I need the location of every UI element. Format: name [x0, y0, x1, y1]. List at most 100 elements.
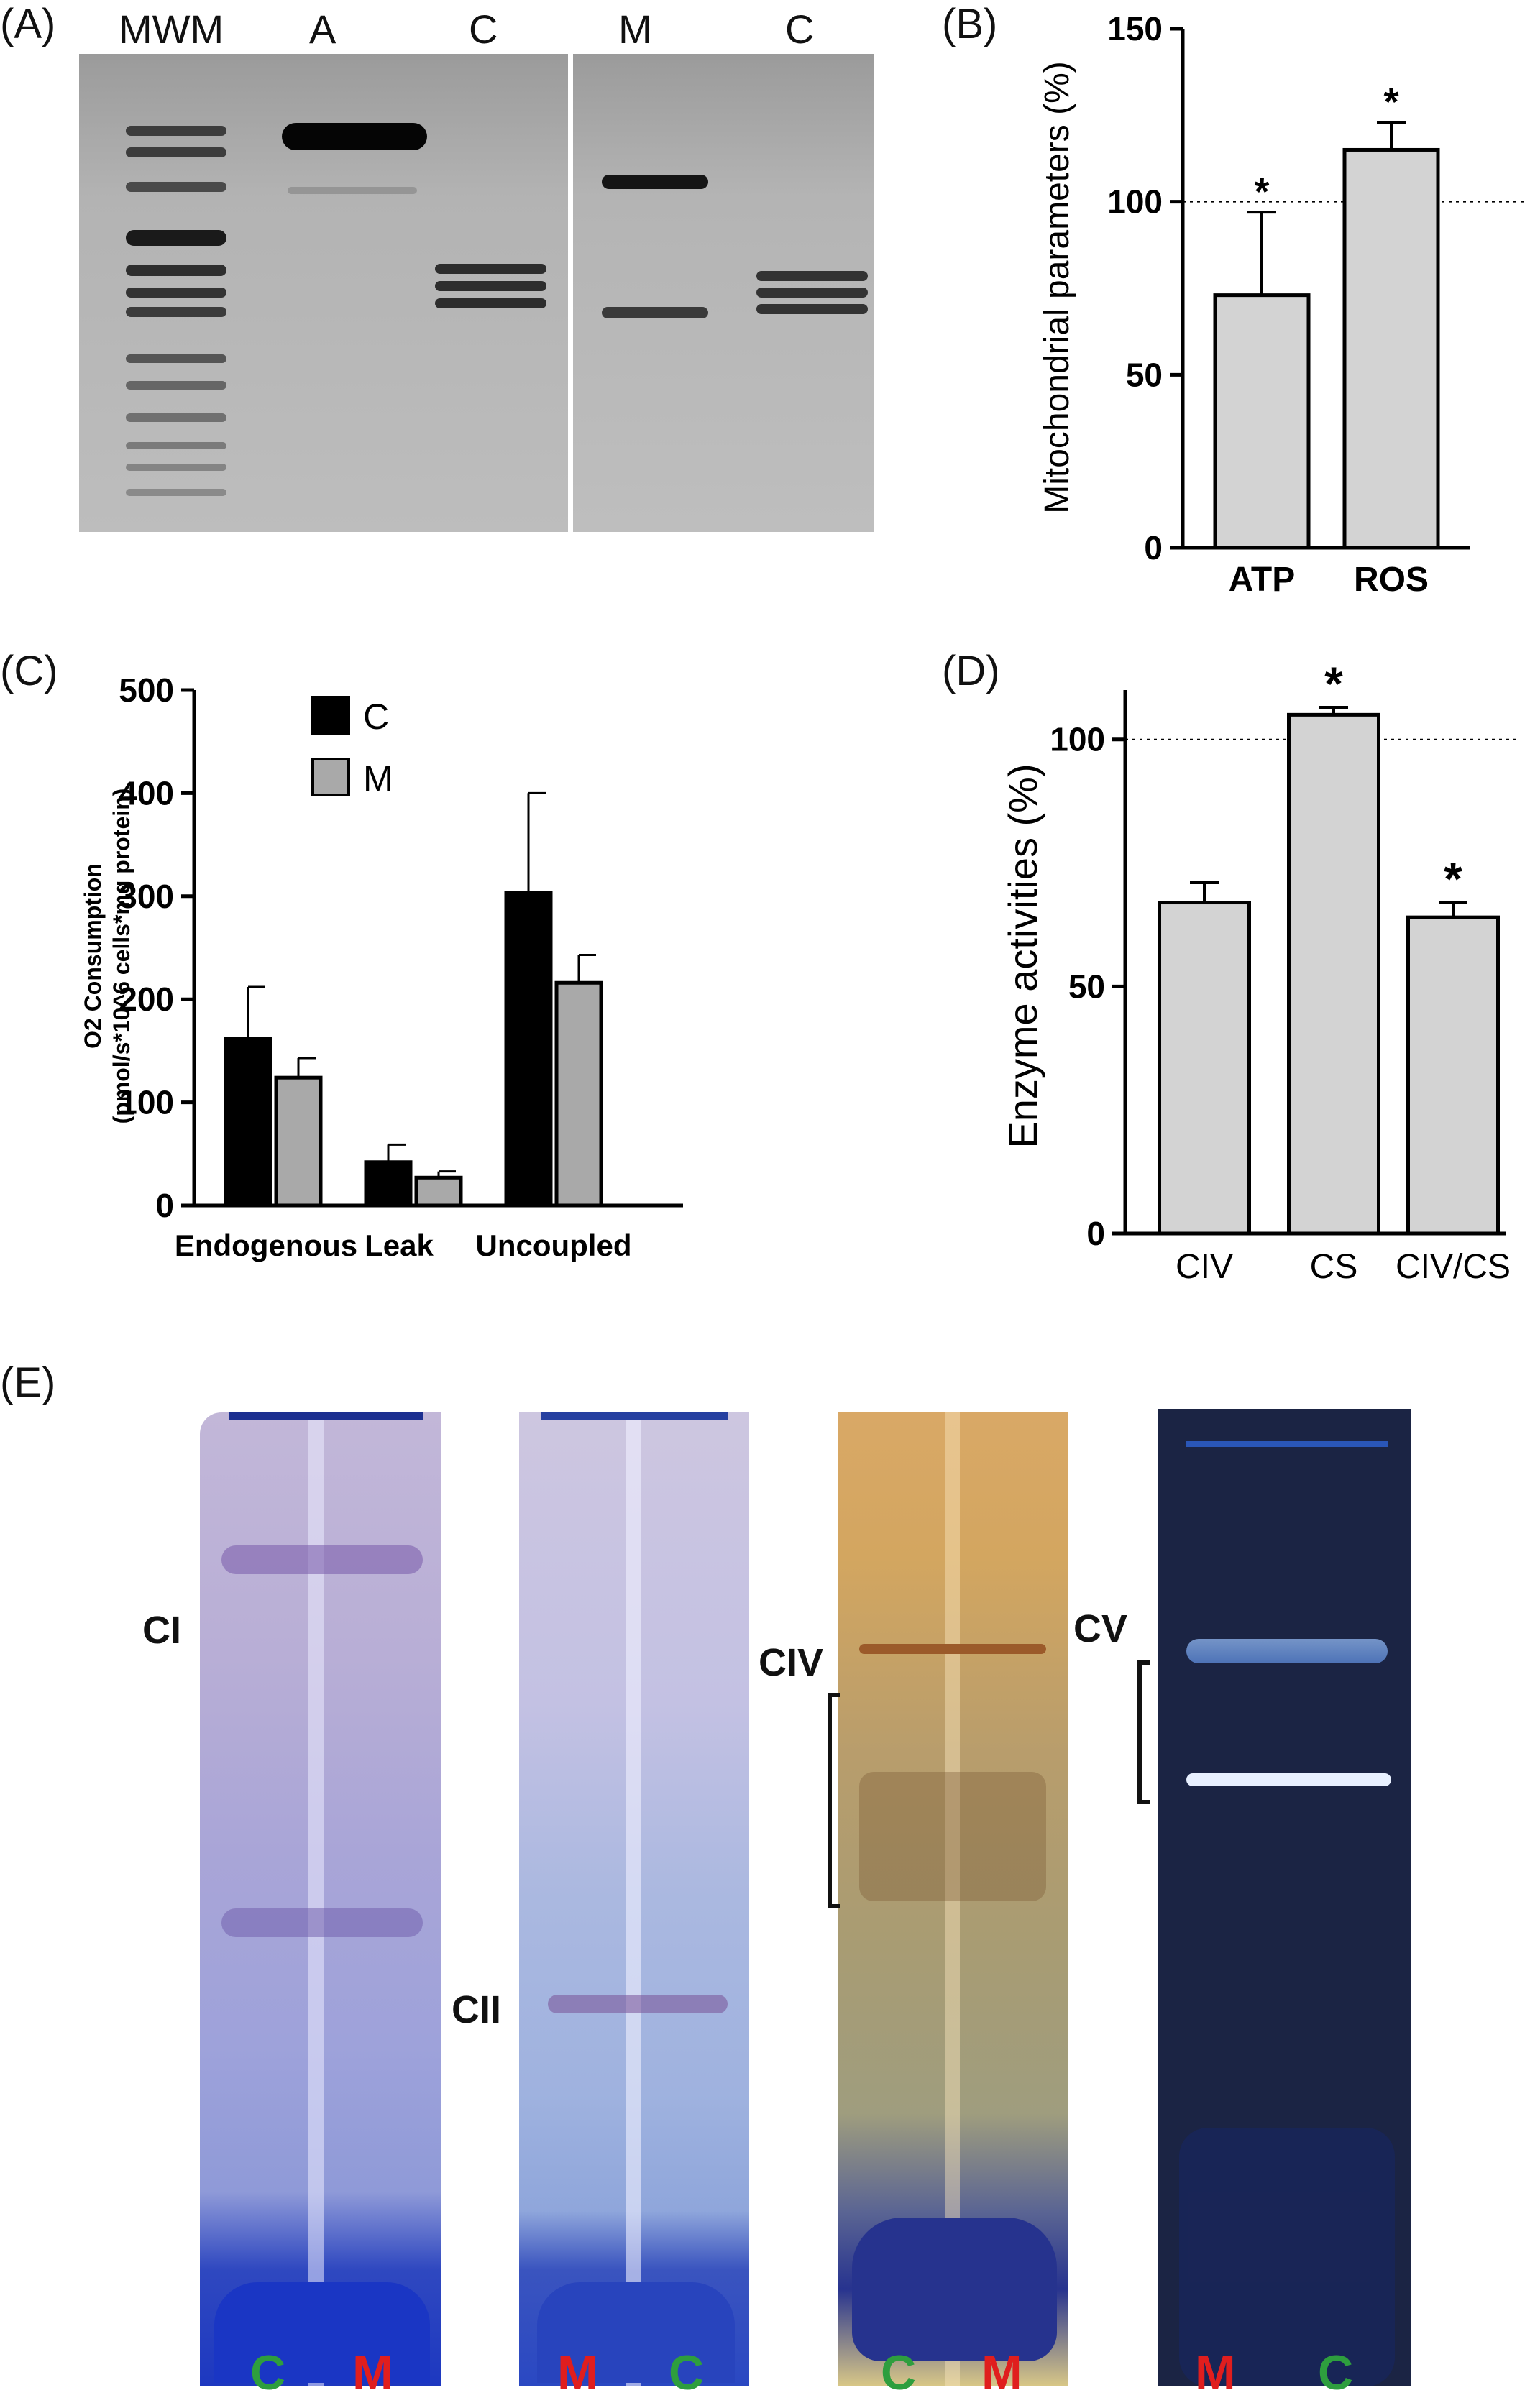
- blot1-lane-label-2: M: [352, 2345, 393, 2400]
- panel-letter-d: (D): [942, 648, 1000, 694]
- agarose-gel-right: [573, 54, 874, 532]
- bn-page-blot-complex-i: [200, 1412, 441, 2386]
- x-tick-label: ROS: [1354, 561, 1429, 599]
- ladder-band: [126, 147, 226, 157]
- bar-m-leak: [414, 1175, 463, 1208]
- ladder-band: [126, 182, 226, 192]
- blot4-lane-label-2: C: [1318, 2345, 1354, 2400]
- x-tick-label: Endogenous: [175, 1228, 357, 1262]
- bar-civ-cs: [1406, 915, 1500, 1236]
- gel-lane-label-c2: C: [785, 6, 815, 52]
- x-tick-label: CIV: [1176, 1248, 1233, 1286]
- y-tick-label: 400: [119, 774, 174, 812]
- band-bottom: [214, 2282, 430, 2383]
- y-tick-label: 0: [1086, 1215, 1105, 1252]
- bn-page-blot-complex-ii: [519, 1412, 749, 2386]
- band-complex-v-lower: [1186, 1773, 1391, 1786]
- y-tick-label: 50: [1068, 968, 1105, 1005]
- bar-c-endogenous: [224, 1037, 272, 1208]
- bar-c-uncoupled: [504, 891, 553, 1208]
- significance-star: *: [1324, 657, 1343, 710]
- gel-lane-label-c1: C: [469, 6, 498, 52]
- bar-ros: [1342, 147, 1440, 550]
- well-top: [541, 1412, 728, 1420]
- bar-cs: [1287, 712, 1380, 1236]
- y-tick-label: 100: [1107, 183, 1163, 221]
- y-tick-label: 200: [119, 980, 174, 1018]
- bar-m-endogenous: [274, 1075, 323, 1208]
- y-tick-label: 0: [1144, 529, 1163, 566]
- chart-c-o2-consumption: 0 100 200 300 400 500 Endogenous Leak Uncoupled C…: [80, 671, 683, 1262]
- y-tick-label: 100: [1050, 721, 1105, 758]
- lane-a-faint-band: [288, 187, 417, 194]
- band-complex-iv: [859, 1644, 1046, 1654]
- ladder-band: [126, 126, 226, 136]
- gel-lane-label-a: A: [309, 6, 336, 52]
- panel-letter-c: (C): [0, 648, 58, 694]
- panel-letter-b: (B): [942, 1, 998, 47]
- agarose-gel-left: [79, 54, 568, 532]
- blot3-lane-label-2: M: [981, 2345, 1022, 2400]
- y-tick-label: 0: [155, 1187, 174, 1224]
- ladder-band: [126, 381, 226, 390]
- bn-page-blot-complex-iv: [838, 1412, 1068, 2386]
- chart-b-mitochondrial-parameters: 0 50 100 150 ATP * ROS * Mitochondrial parameter…: [1038, 10, 1524, 599]
- band-complex-v-upper: [1186, 1639, 1388, 1663]
- legend-label-m: M: [363, 758, 393, 799]
- significance-star: *: [1254, 170, 1269, 213]
- ladder-band: [126, 288, 226, 298]
- ladder-band: [126, 489, 226, 496]
- ladder-band: [126, 265, 226, 276]
- panel-letter-e: (E): [0, 1359, 56, 1406]
- complex-label-cv: CV: [1073, 1607, 1128, 1650]
- ladder-band: [126, 354, 226, 363]
- ladder-band: [126, 413, 226, 422]
- legend-swatch-c: [311, 696, 350, 735]
- panel-letter-a: (A): [0, 1, 56, 47]
- lane-streak: [308, 1412, 324, 2386]
- complex-label-civ: CIV: [759, 1641, 824, 1684]
- legend-label-c: C: [363, 697, 389, 737]
- well-top: [1186, 1441, 1388, 1447]
- blot3-lane-label-1: C: [881, 2345, 917, 2400]
- ladder-band: [126, 442, 226, 449]
- ladder-band: [126, 307, 226, 317]
- blot2-lane-label-2: C: [669, 2345, 705, 2400]
- bar-civ: [1158, 901, 1251, 1236]
- lane-glow: [1179, 2128, 1395, 2386]
- y-tick-label: 100: [119, 1084, 174, 1121]
- bracket-cv: [1137, 1660, 1150, 1804]
- lane-streak: [626, 1412, 641, 2386]
- band-smear: [859, 1772, 1046, 1901]
- complex-label-cii: CII: [452, 1988, 502, 2031]
- significance-star: *: [1383, 81, 1398, 124]
- y-tick-label: 500: [119, 671, 174, 709]
- gel-lane-label-mwm: MWM: [119, 6, 224, 52]
- lane-c2-band: [756, 271, 868, 281]
- x-tick-label: Uncoupled: [476, 1228, 632, 1262]
- lane-m-band-lower: [602, 307, 708, 318]
- x-tick-label: ATP: [1229, 561, 1295, 599]
- well-top: [229, 1412, 423, 1420]
- lane-c-band: [435, 281, 546, 291]
- x-tick-label: Leak: [365, 1228, 434, 1262]
- ladder-band: [126, 464, 226, 471]
- bn-page-blot-complex-v: [1158, 1409, 1411, 2386]
- blot2-lane-label-1: M: [557, 2345, 598, 2400]
- significance-star: *: [1444, 853, 1462, 906]
- y-axis-title-line2: (pmol/s*10^6 cells*mg protein): [109, 789, 134, 1124]
- y-axis-title-line1: O2 Consumption: [80, 863, 106, 1049]
- band-bottom: [852, 2218, 1057, 2361]
- x-tick-label: CIV/CS: [1396, 1248, 1511, 1286]
- lane-c2-band: [756, 288, 868, 298]
- lane-a-band: [282, 123, 427, 150]
- lane-c-band: [435, 298, 546, 308]
- lane-streak: [945, 1412, 960, 2386]
- y-axis-title: Enzyme activities (%): [1000, 763, 1045, 1148]
- bar-atp: [1213, 293, 1311, 550]
- lane-c-band: [435, 264, 546, 274]
- y-axis-title: Mitochondrial parameters (%): [1038, 61, 1076, 514]
- y-tick-label: 300: [119, 878, 174, 915]
- bar-m-uncoupled: [554, 980, 603, 1208]
- chart-d-enzyme-activities: 0 50 100 CIV CS * CIV/CS * Enzyme activities (%): [1000, 657, 1521, 1286]
